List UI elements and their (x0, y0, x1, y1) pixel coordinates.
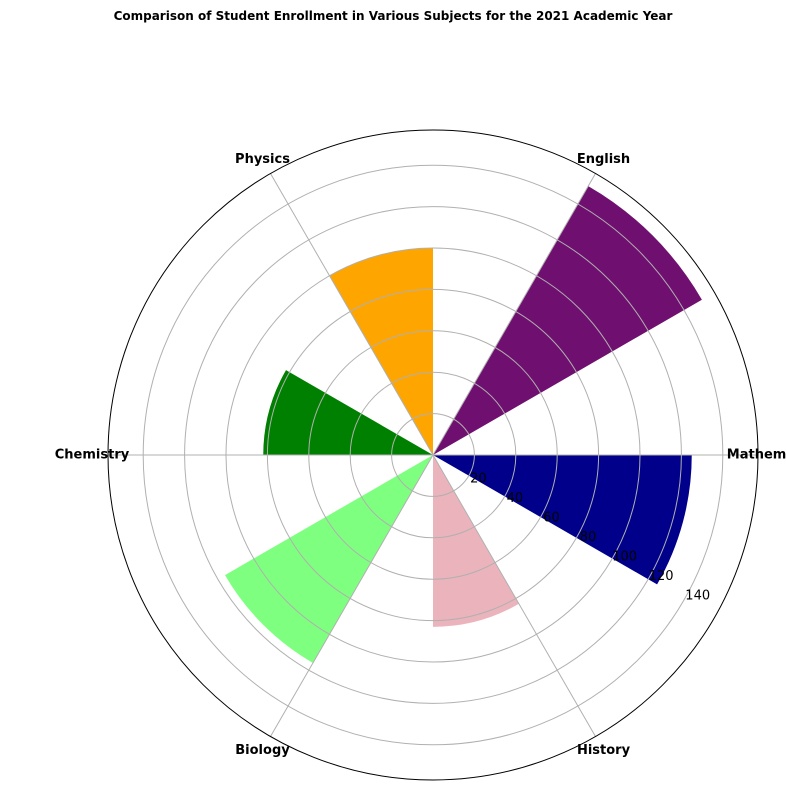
radial-tick-label: 40 (507, 491, 524, 506)
chart-title: Comparison of Student Enrollment in Vari… (113, 9, 673, 23)
radial-tick-label: 80 (580, 530, 597, 545)
radial-tick-label: 60 (543, 511, 560, 526)
radial-tick-label: 100 (612, 549, 637, 564)
bar-history (433, 455, 519, 627)
bars-layer (225, 186, 702, 663)
bar-english (433, 186, 702, 456)
category-label-english: English (577, 152, 630, 167)
labels-layer: Mathematics English Physics Chemistry Biolog… (55, 152, 786, 758)
bar-mathematics (433, 455, 692, 585)
bar-physics (329, 247, 433, 455)
grid-spoke (432, 173, 596, 456)
category-label-chemistry: Chemistry (55, 448, 130, 463)
bar-chemistry (263, 370, 433, 455)
grid-spoke (270, 454, 434, 737)
radial-tick-label: 140 (685, 588, 710, 603)
radial-tick-label: 120 (649, 569, 674, 584)
category-label-history: History (577, 743, 631, 758)
grid-layer (107, 129, 759, 781)
category-label-biology: Biology (235, 743, 290, 758)
bar-biology (225, 455, 433, 663)
grid-spoke (432, 454, 596, 737)
grid-spoke (270, 173, 434, 456)
category-label-mathematics: Mathematics (727, 448, 786, 463)
radial-tick-label: 20 (470, 472, 487, 487)
category-label-physics: Physics (235, 152, 290, 167)
polar-frame (107, 129, 759, 781)
